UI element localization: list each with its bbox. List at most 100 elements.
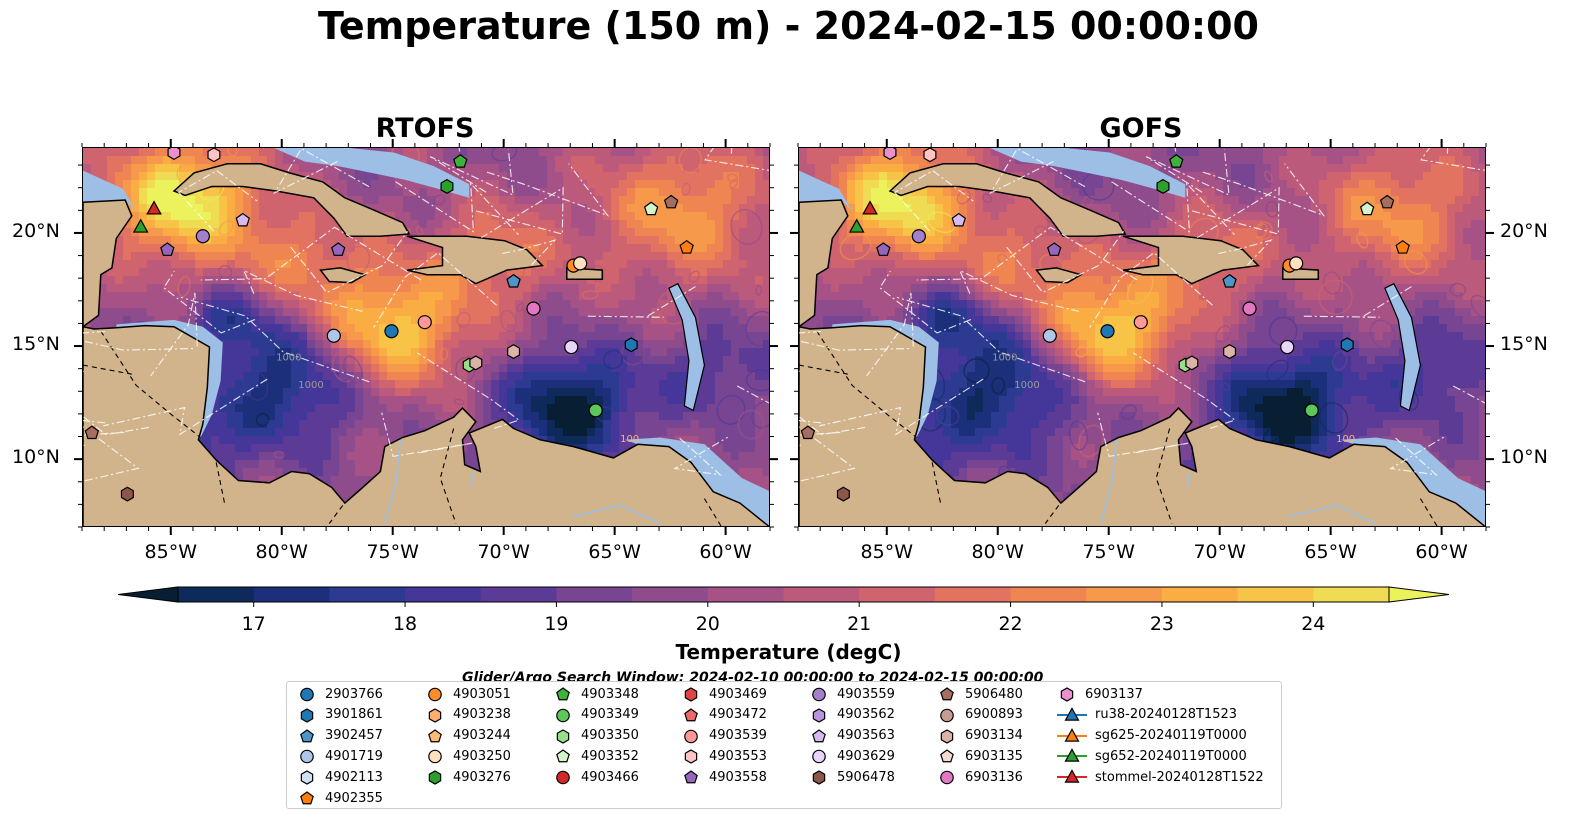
rivers [384,439,661,525]
marker-sg652-20240119T0000 [132,218,149,233]
colorbar-bin [1237,587,1314,602]
legend-item: 4903472 [681,705,767,725]
colorbar-tick-label: 24 [1301,613,1325,635]
marker-4903352 [643,201,659,216]
legend-marker-icon [684,708,698,722]
y-tick-label: 10°N [12,446,60,469]
legend-marker-icon [812,687,826,702]
legend-item: 4903558 [681,767,767,787]
map-rtofs-canvas: 1000 1000 100 [83,148,769,526]
legend-label: 2903766 [325,686,383,702]
legend-marker [428,770,442,785]
land-jamaica [319,267,367,284]
colorbar-frame [177,586,1390,603]
legend-marker-icon [300,708,314,723]
marker-4903558 [331,242,346,256]
legend-marker-icon [684,770,698,784]
colorbar-bin [783,587,860,602]
legend-item: 4903352 [553,746,639,766]
colorbar-bin [329,587,406,602]
legend-label: 4903539 [709,728,767,744]
legend-marker-icon [556,749,570,763]
contour-label: 1000 [992,353,1017,364]
marker-4903558 [876,242,891,256]
legend-label: 4903244 [453,728,511,744]
marker-4903563 [951,212,966,227]
marker-4903553 [207,148,221,163]
legend-label: 4903348 [581,686,639,702]
land-hispaniola [406,235,544,285]
legend-item: 4902355 [297,788,383,808]
y-tick-label: 20°N [12,219,60,242]
marker-4903250 [573,256,588,271]
legend-marker-icon [812,708,826,723]
legend-marker-icon [428,708,442,723]
country-borders [83,330,722,526]
legend-item: 4903348 [553,684,639,704]
land-cuba [888,163,1127,237]
lesser-antilles [668,282,706,412]
marker-2903766 [384,324,399,339]
legend-label: sg625-20240119T0000 [1095,728,1247,744]
legend-item: 6903134 [937,726,1023,746]
eez-boundaries [83,148,769,482]
legend-label: 6903135 [965,748,1023,764]
legend: 2903766 3901861 3902457 4901719 4902113 49023… [286,681,1282,809]
marker-4903348 [1169,153,1184,168]
legend-item: sg652-20240119T0000 [1057,746,1247,766]
figure-title: Temperature (150 m) - 2024-02-15 00:00:0… [317,4,1259,48]
legend-marker-icon [1057,769,1087,783]
legend-marker-icon [428,687,442,702]
legend-label: 4903629 [837,748,895,764]
map-rtofs: 1000 1000 100 [82,147,770,527]
colorbar-bin [178,587,255,602]
legend-marker [812,770,826,785]
legend-marker [812,687,826,702]
legend-item: 4903244 [425,726,511,746]
legend-marker-icon [1060,687,1074,702]
colorbar-bin [405,587,482,602]
legend-marker [812,750,826,764]
legend-label: 4903250 [453,748,511,764]
eez-boundaries [799,148,1485,482]
legend-item: 5906480 [937,684,1023,704]
marker-5906480 [800,425,816,440]
marker-4903558 [160,242,175,256]
legend-marker [300,728,314,742]
legend-item: 6900893 [937,705,1023,725]
marker-4901719 [326,328,341,343]
marker-4903348 [453,153,468,168]
legend-marker-icon [812,728,826,742]
legend-marker-icon [684,687,698,702]
x-tick-label: 60°W [699,541,752,563]
legend-item: sg625-20240119T0000 [1057,726,1247,746]
marker-6903134 [1223,344,1237,360]
land-jamaica [1035,267,1083,284]
colorbar-bin [1010,587,1087,602]
legend-marker [556,728,570,744]
legend-marker [1064,727,1080,742]
colorbar: 17 18 19 20 21 22 23 24 [117,586,1450,635]
colorbar-tick-label: 22 [998,613,1022,635]
shelf-venezuela [1340,437,1485,526]
land-cuba [172,163,411,237]
legend-marker-icon [428,750,442,764]
legend-marker-icon [556,687,570,701]
legend-marker-icon [428,770,442,785]
legend-label: 6903136 [965,769,1023,785]
legend-marker-icon [428,728,442,742]
legend-marker [300,687,314,702]
legend-marker [556,708,570,723]
y-tick-label: 20°N [1500,219,1548,242]
marker-5906478 [120,486,134,502]
legend-marker-icon [556,770,570,785]
shelf-venezuela [624,437,769,526]
legend-marker [300,770,314,785]
colorbar-tick-label: 17 [242,613,266,635]
x-tick-label: 70°W [1193,541,1246,563]
legend-marker [428,728,442,742]
legend-item: 4903276 [425,767,511,787]
legend-label: 4903349 [581,707,639,723]
panel-title-rtofs: RTOFS [375,113,475,144]
marker-4902355 [1395,239,1410,254]
